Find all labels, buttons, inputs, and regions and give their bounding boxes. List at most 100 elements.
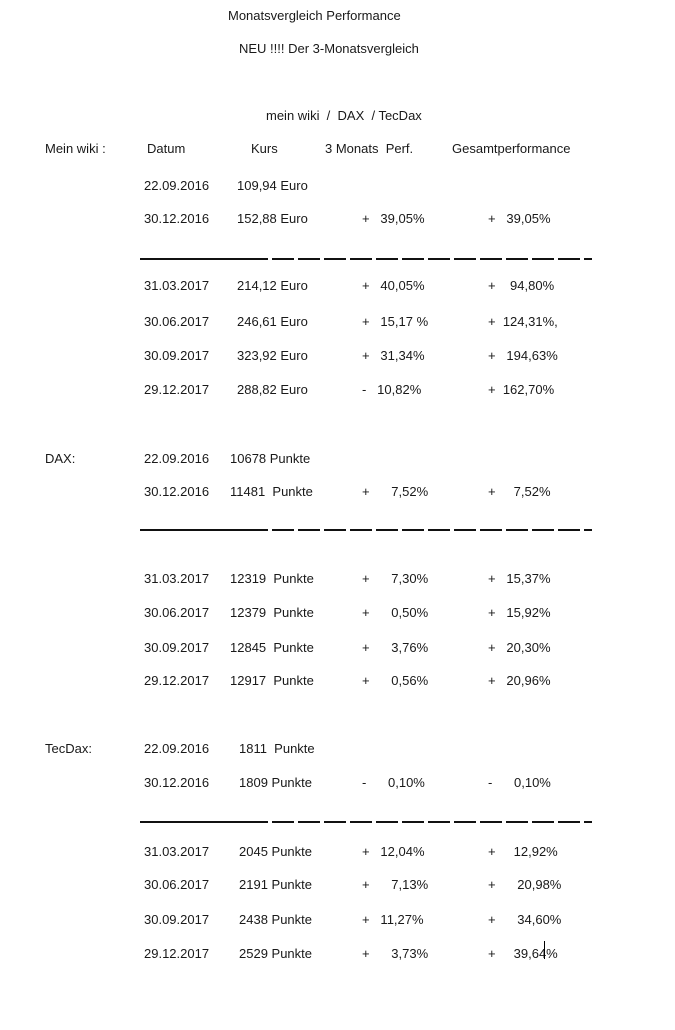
row-price: 12845 Punkte — [230, 640, 314, 655]
row-price: 2438 Punkte — [239, 912, 313, 927]
row-total: + 20,96% — [488, 673, 551, 688]
section-label: TecDax: — [45, 741, 92, 756]
row-date: 22.09.2016 — [144, 741, 210, 756]
separator-line — [140, 821, 592, 823]
comparison-line: mein wiki / DAX / TecDax — [266, 108, 422, 123]
table-row: 30.06.2017 12379 Punkte + 0,50% + 15,92% — [0, 605, 675, 622]
row-price: 2191 Punkte — [239, 877, 313, 892]
row-date: 22.09.2016 — [144, 451, 210, 466]
separator-solid-segment — [140, 258, 246, 260]
row-price: 2045 Punkte — [239, 844, 313, 859]
row-price: 1811 Punkte — [239, 741, 315, 756]
separator-solid-segment — [140, 529, 246, 531]
row-date: 30.06.2017 — [144, 314, 210, 329]
separator-dashed-segment — [246, 821, 592, 823]
row-price: 12379 Punkte — [230, 605, 314, 620]
table-row: 29.12.2017 12917 Punkte + 0,56% + 20,96% — [0, 673, 675, 690]
section-label: DAX: — [45, 451, 76, 466]
header-date: Datum — [147, 141, 186, 156]
table-row: 31.03.2017 2045 Punkte + 12,04% + 12,92% — [0, 844, 675, 861]
row-date: 30.09.2017 — [144, 912, 210, 927]
table-row: 30.09.2017 2438 Punkte + 11,27% + 34,60% — [0, 912, 675, 929]
table-row: 31.03.2017 214,12 Euro + 40,05% + 94,80% — [0, 278, 675, 295]
row-total: + 15,92% — [488, 605, 551, 620]
header-total: Gesamtperformance — [452, 141, 571, 156]
table-header: Mein wiki : Datum Kurs 3 Monats Perf. Ge… — [0, 141, 675, 158]
row-perf: + 11,27% — [362, 912, 424, 927]
row-perf: + 15,17 % — [362, 314, 429, 329]
row-date: 22.09.2016 — [144, 178, 210, 193]
row-date: 30.09.2017 — [144, 640, 210, 655]
row-perf: - 0,10% — [362, 775, 425, 790]
table-row: 30.12.2016 152,88 Euro + 39,05% + 39,05% — [0, 211, 675, 228]
separator-dashed-segment — [246, 258, 592, 260]
row-price: 2529 Punkte — [239, 946, 313, 961]
separator-solid-segment — [140, 821, 246, 823]
row-price: 214,12 Euro — [237, 278, 308, 293]
row-price: 12319 Punkte — [230, 571, 314, 586]
row-total: + 7,52% — [488, 484, 551, 499]
row-total: + 39,05% — [488, 211, 551, 226]
row-perf: + 7,30% — [362, 571, 429, 586]
row-price: 12917 Punkte — [230, 673, 314, 688]
separator-line — [140, 258, 592, 260]
row-date: 31.03.2017 — [144, 278, 210, 293]
table-row: 30.09.2017 12845 Punkte + 3,76% + 20,30% — [0, 640, 675, 657]
row-price: 288,82 Euro — [237, 382, 308, 397]
row-total: + 20,30% — [488, 640, 551, 655]
row-perf: + 7,13% — [362, 877, 429, 892]
row-total: + 12,92% — [488, 844, 558, 859]
row-total: + 15,37% — [488, 571, 551, 586]
row-date: 29.12.2017 — [144, 673, 210, 688]
row-price: 10678 Punkte — [230, 451, 311, 466]
table-row: 29.12.2017 288,82 Euro - 10,82% + 162,70… — [0, 382, 675, 399]
row-price: 11481 Punkte — [230, 484, 313, 499]
row-date: 31.03.2017 — [144, 844, 210, 859]
row-date: 30.09.2017 — [144, 348, 210, 363]
row-date: 30.12.2016 — [144, 484, 210, 499]
row-perf: + 40,05% — [362, 278, 425, 293]
table-row: 30.12.2016 1809 Punkte - 0,10% - 0,10% — [0, 775, 675, 792]
row-perf: + 39,05% — [362, 211, 425, 226]
row-perf: + 31,34% — [362, 348, 425, 363]
row-perf: + 0,56% — [362, 673, 429, 688]
separator-line — [140, 529, 592, 531]
table-row: 30.06.2017 2191 Punkte + 7,13% + 20,98% — [0, 877, 675, 894]
header-price: Kurs — [251, 141, 278, 156]
row-total: + 94,80% — [488, 278, 555, 293]
row-total: + 39,64% — [488, 946, 558, 961]
doc-title: Monatsvergleich Performance — [228, 8, 401, 23]
row-price: 1809 Punkte — [239, 775, 313, 790]
row-perf: + 3,73% — [362, 946, 429, 961]
table-row: TecDax: 22.09.2016 1811 Punkte — [0, 741, 675, 758]
table-row: 22.09.2016 109,94 Euro — [0, 178, 675, 195]
row-date: 29.12.2017 — [144, 946, 210, 961]
doc-subtitle: NEU !!!! Der 3-Monatsvergleich — [239, 41, 419, 56]
row-date: 30.06.2017 — [144, 877, 210, 892]
table-row: 31.03.2017 12319 Punkte + 7,30% + 15,37% — [0, 571, 675, 588]
row-date: 31.03.2017 — [144, 571, 210, 586]
row-total: + 194,63% — [488, 348, 558, 363]
table-row: DAX: 22.09.2016 10678 Punkte — [0, 451, 675, 468]
row-total: - 0,10% — [488, 775, 551, 790]
row-date: 30.12.2016 — [144, 211, 210, 226]
row-total: + 34,60% — [488, 912, 562, 927]
row-total: + 20,98% — [488, 877, 562, 892]
table-row: 29.12.2017 2529 Punkte + 3,73% + 39,64% — [0, 946, 675, 963]
row-price: 323,92 Euro — [237, 348, 308, 363]
row-perf: + 0,50% — [362, 605, 429, 620]
row-perf: + 12,04% — [362, 844, 425, 859]
row-total: + 162,70% — [488, 382, 555, 397]
header-label: Mein wiki : — [45, 141, 106, 156]
separator-dashed-segment — [246, 529, 592, 531]
row-perf: + 3,76% — [362, 640, 429, 655]
row-total: + 124,31%, — [488, 314, 558, 329]
header-perf: 3 Monats Perf. — [325, 141, 414, 156]
row-date: 30.06.2017 — [144, 605, 210, 620]
table-row: 30.06.2017 246,61 Euro + 15,17 % + 124,3… — [0, 314, 675, 331]
row-date: 30.12.2016 — [144, 775, 210, 790]
table-row: 30.09.2017 323,92 Euro + 31,34% + 194,63… — [0, 348, 675, 365]
row-price: 152,88 Euro — [237, 211, 308, 226]
row-perf: - 10,82% — [362, 382, 422, 397]
